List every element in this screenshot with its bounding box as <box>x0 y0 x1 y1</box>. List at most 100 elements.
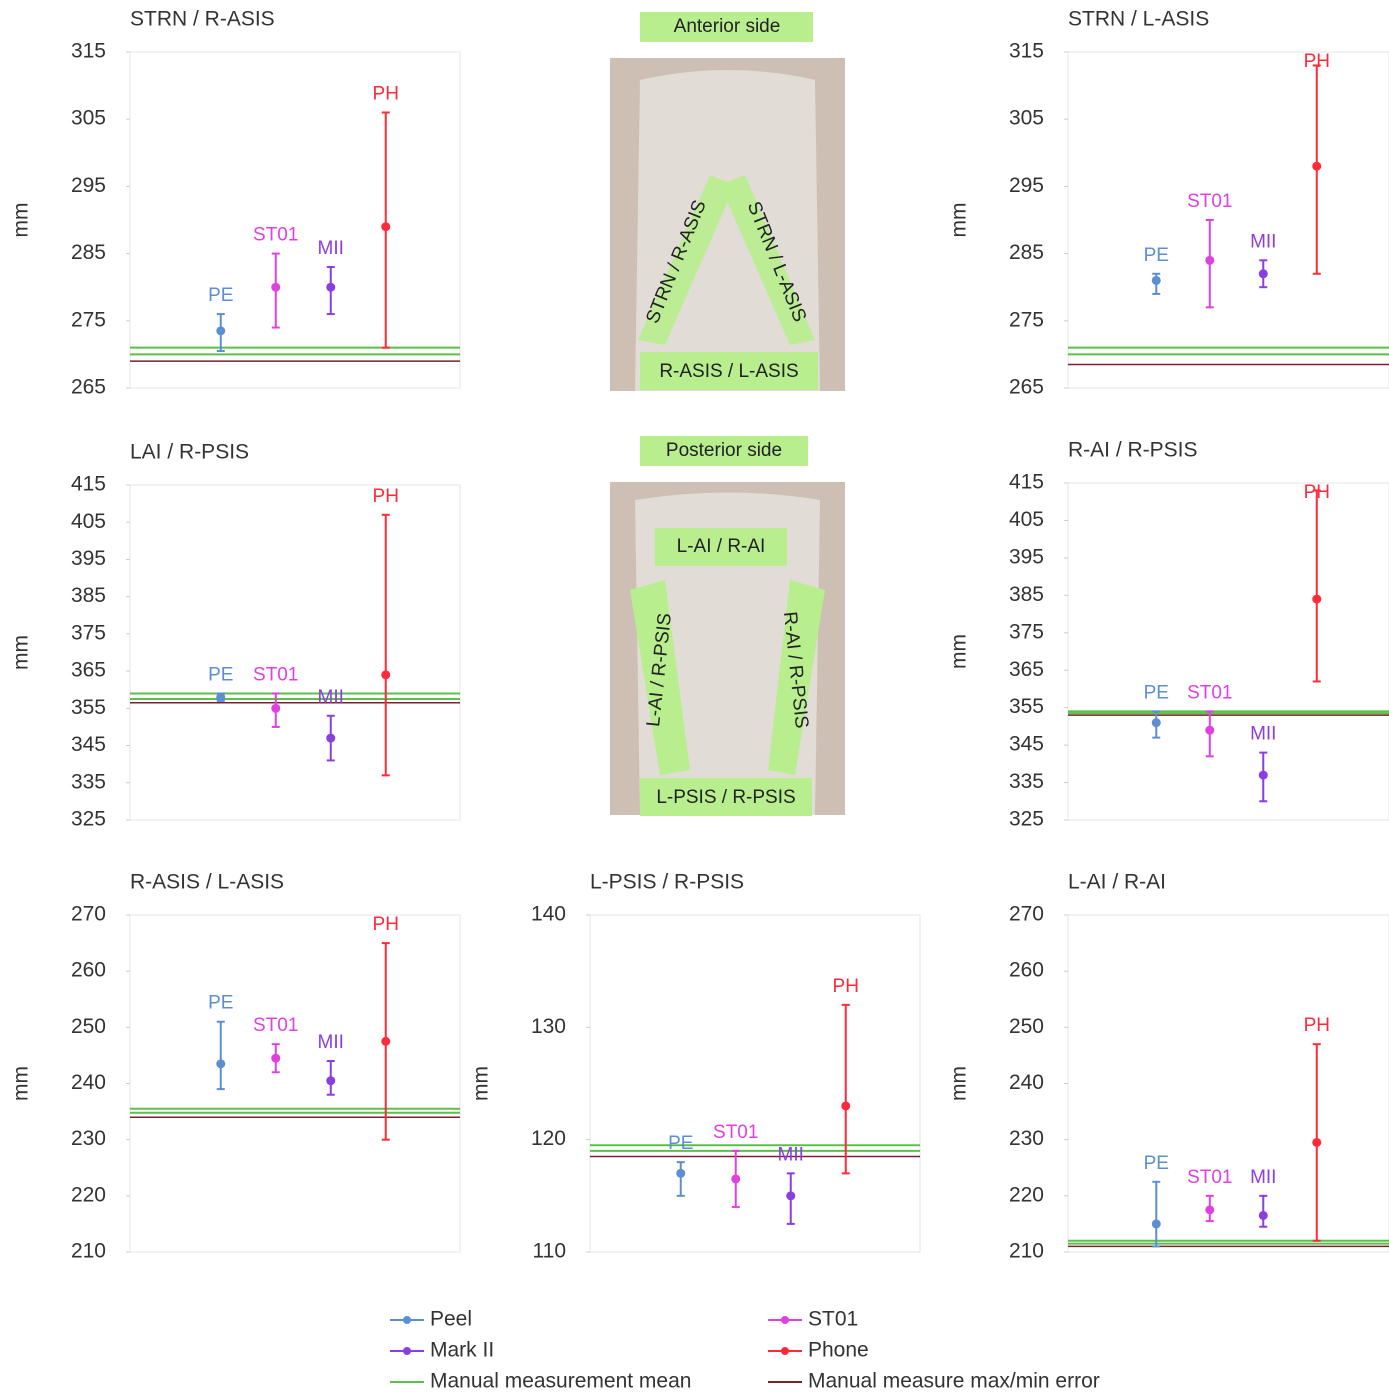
plot-area <box>1068 915 1389 1252</box>
y-tick-label: 415 <box>1009 471 1044 494</box>
y-tick-label: 210 <box>1009 1240 1044 1263</box>
y-tick-label: 240 <box>71 1071 106 1094</box>
y-tick-label: 345 <box>71 733 106 756</box>
y-tick-label: 140 <box>531 903 566 926</box>
point-label: PE <box>668 1133 693 1154</box>
y-tick-label: 270 <box>1009 903 1044 926</box>
y-tick-label: 230 <box>1009 1127 1044 1150</box>
y-tick-label: 365 <box>71 659 106 682</box>
data-point <box>381 222 390 231</box>
y-tick-label: 405 <box>1009 508 1044 531</box>
y-axis-label: mm <box>10 635 33 670</box>
point-label: PE <box>1144 245 1169 266</box>
y-tick-label: 110 <box>533 1240 566 1263</box>
point-label: PE <box>208 993 233 1014</box>
legend-label: Phone <box>808 1339 869 1362</box>
data-point <box>326 1076 335 1085</box>
y-tick-label: 130 <box>531 1015 566 1038</box>
point-label: ST01 <box>713 1122 758 1143</box>
point-label: MII <box>1250 1167 1276 1188</box>
y-tick-label: 355 <box>71 696 106 719</box>
data-point <box>1152 1219 1161 1228</box>
point-label: ST01 <box>1187 682 1232 703</box>
y-tick-label: 395 <box>71 547 106 570</box>
y-axis-label: mm <box>948 634 971 669</box>
plot-area <box>130 915 460 1252</box>
y-axis-label: mm <box>470 1066 493 1101</box>
point-label: PH <box>1304 51 1330 72</box>
data-point <box>1152 718 1161 727</box>
chart-title: L-AI / R-AI <box>1068 871 1166 894</box>
y-tick-label: 305 <box>71 107 106 130</box>
band-label: L-PSIS / R-PSIS <box>656 787 795 808</box>
point-label: PH <box>373 486 399 507</box>
legend-marker <box>781 1316 789 1324</box>
data-point <box>1152 276 1161 285</box>
y-tick-label: 405 <box>71 510 106 533</box>
plot-area <box>130 52 460 388</box>
y-axis-label: mm <box>948 203 971 238</box>
point-label: ST01 <box>253 1015 298 1036</box>
y-tick-label: 365 <box>1009 658 1044 681</box>
y-tick-label: 265 <box>71 376 106 399</box>
data-point <box>1205 1205 1214 1214</box>
y-tick-label: 210 <box>71 1240 106 1263</box>
y-tick-label: 335 <box>1009 770 1044 793</box>
plot-area <box>130 485 460 820</box>
chart-title: LAI / R-PSIS <box>130 441 249 464</box>
data-point <box>271 1054 280 1063</box>
chart-title: R-AI / R-PSIS <box>1068 439 1198 462</box>
point-label: PE <box>1144 682 1169 703</box>
y-tick-label: 120 <box>531 1127 566 1150</box>
point-label: ST01 <box>1187 1167 1232 1188</box>
y-tick-label: 220 <box>1009 1183 1044 1206</box>
plot-area <box>1068 483 1389 820</box>
point-label: PE <box>1144 1153 1169 1174</box>
legend-label: Peel <box>430 1308 472 1331</box>
y-tick-label: 325 <box>1009 808 1044 831</box>
chart-title: L-PSIS / R-PSIS <box>590 871 744 894</box>
point-label: MII <box>778 1144 804 1165</box>
point-label: MII <box>318 687 344 708</box>
y-tick-label: 385 <box>71 584 106 607</box>
plot-area <box>1068 52 1389 388</box>
legend-label: Manual measurement mean <box>430 1370 691 1393</box>
data-point <box>381 670 390 679</box>
figure: Anterior side STRN / R-ASIS STRN / L-ASI… <box>0 0 1389 1400</box>
y-axis-label: mm <box>10 1066 33 1101</box>
diagram-title: Anterior side <box>674 16 781 37</box>
y-tick-label: 295 <box>71 174 106 197</box>
posterior-diagram: Posterior side L-AI / R-AI L-AI / R-PSIS… <box>610 436 845 816</box>
legend-marker <box>403 1347 411 1355</box>
band-label: R-ASIS / L-ASIS <box>659 361 798 382</box>
legend-label: Manual measure max/min error <box>808 1370 1100 1393</box>
plot-area <box>590 915 920 1252</box>
point-label: PE <box>208 664 233 685</box>
y-tick-label: 395 <box>1009 545 1044 568</box>
point-label: PH <box>1304 1015 1330 1036</box>
y-tick-label: 260 <box>71 959 106 982</box>
point-label: PH <box>373 914 399 935</box>
data-point <box>676 1169 685 1178</box>
data-point <box>731 1174 740 1183</box>
data-point <box>216 693 225 702</box>
data-point <box>841 1101 850 1110</box>
y-tick-label: 315 <box>1009 40 1044 63</box>
y-tick-label: 315 <box>71 40 106 63</box>
y-tick-label: 265 <box>1009 376 1044 399</box>
point-label: MII <box>318 1032 344 1053</box>
y-tick-label: 385 <box>1009 583 1044 606</box>
data-point <box>1205 726 1214 735</box>
data-point <box>216 1059 225 1068</box>
y-tick-label: 260 <box>1009 959 1044 982</box>
point-label: ST01 <box>253 664 298 685</box>
legend-marker <box>403 1316 411 1324</box>
y-tick-label: 335 <box>71 770 106 793</box>
chart-title: STRN / R-ASIS <box>130 8 275 31</box>
y-tick-label: 375 <box>71 621 106 644</box>
point-label: PH <box>1304 482 1330 503</box>
chart-title: STRN / L-ASIS <box>1068 8 1209 31</box>
point-label: MII <box>318 238 344 259</box>
y-tick-label: 305 <box>1009 107 1044 130</box>
y-tick-label: 285 <box>1009 241 1044 264</box>
